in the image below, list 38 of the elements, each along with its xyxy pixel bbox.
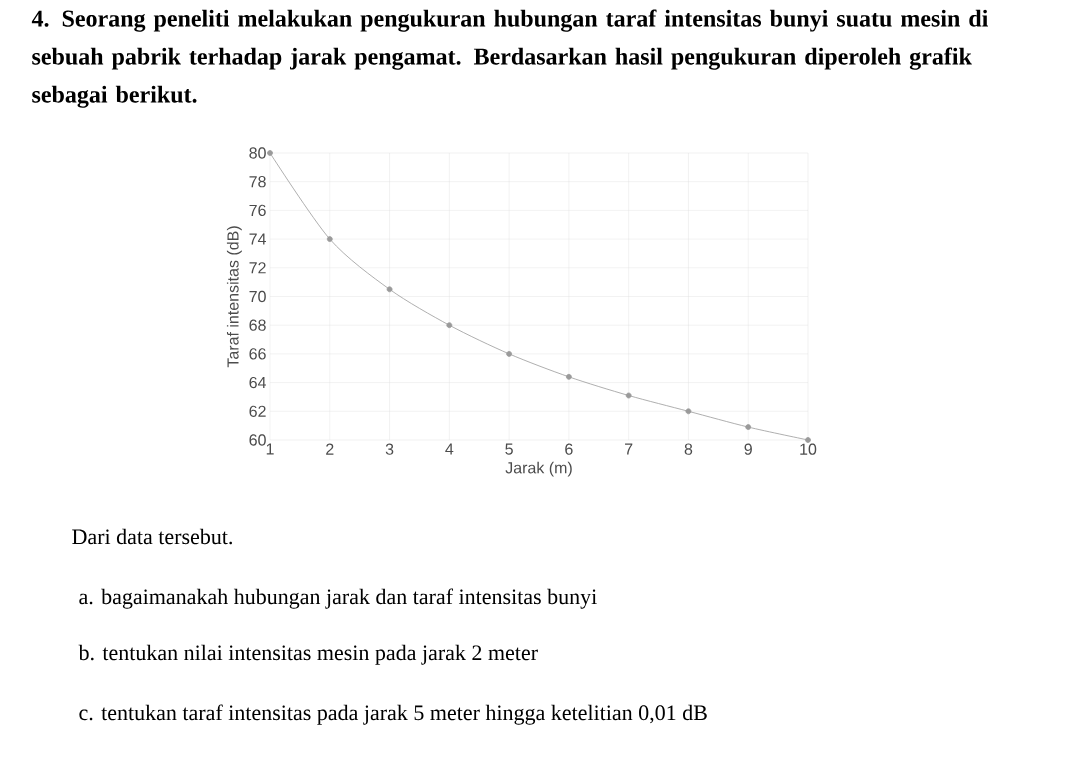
text: b. tentukan nilai intensitas mesin pada jarak 2 meter [78, 644, 538, 665]
y-tick-label: 64 [249, 376, 266, 389]
text: Dari data tersebut. [72, 528, 232, 545]
chart-title: 4. Seorang peneliti melakukan pengukuran hubungan taraf intensitas bunyi suatu mesin di sebuah pabrik terhadap jarak pengamat. Berdasarkan hasil pengukuran diperoleh grafik sebagai berikut. [31, 9, 988, 108]
y-tick-label: 74 [249, 233, 266, 245]
x-tick-label: 6 [565, 443, 573, 455]
y-tick-label: 80 [249, 147, 266, 159]
point [685, 408, 692, 415]
y-tick-label: 60 [249, 434, 266, 446]
y-tick-label: 76 [249, 204, 266, 217]
text: c. tentukan taraf intensitas pada jarak 5 meter hingga ketelitian 0,01 dB [79, 704, 707, 725]
x-axis-title: Jarak (m) [505, 461, 572, 477]
x-tick-label: 4 [445, 443, 454, 455]
x-tick-label: 10 [800, 443, 817, 455]
x-tick-label: 8 [684, 443, 693, 455]
y-tick-label: 78 [249, 176, 266, 188]
y-tick-label: 66 [249, 348, 266, 360]
text: a. bagaimanakah hubungan jarak dan taraf intensitas bunyi [79, 588, 597, 609]
point [506, 350, 513, 357]
point [745, 424, 752, 430]
y-tick-label: 68 [249, 319, 266, 331]
x-tick-label: 3 [385, 443, 394, 455]
x-tick-label: 2 [326, 443, 334, 455]
y-tick-label: 62 [249, 405, 266, 417]
point [805, 437, 811, 443]
y-axis-title: Taraf intensitas (dB) [226, 226, 242, 368]
x-tick-label: 7 [625, 443, 633, 455]
point [446, 322, 453, 329]
point [386, 286, 393, 293]
point [565, 373, 572, 380]
y-tick-label: 72 [249, 262, 266, 274]
point [625, 392, 632, 399]
x-tick-label: 1 [266, 443, 274, 455]
point [267, 150, 273, 156]
x-tick-label: 5 [505, 443, 513, 455]
x-tick-label: 9 [744, 443, 752, 455]
y-tick-label: 70 [249, 290, 266, 303]
point [326, 236, 333, 242]
